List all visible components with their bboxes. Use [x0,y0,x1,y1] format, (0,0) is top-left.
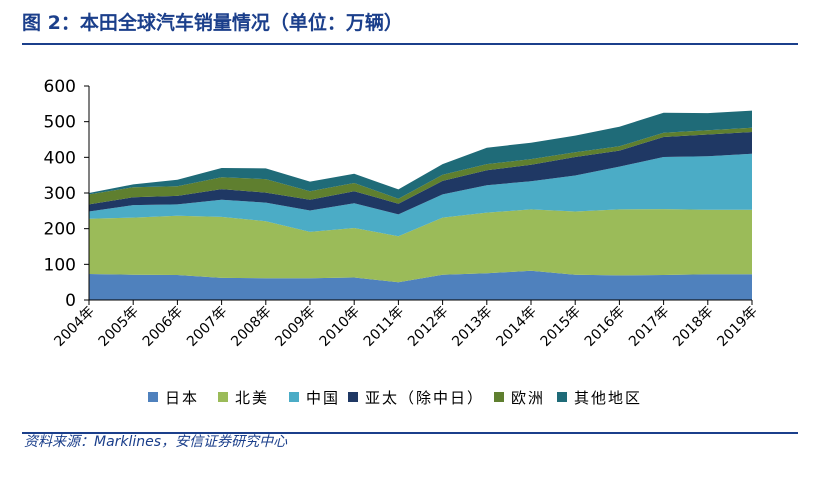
x-tick-label: 2011年 [361,304,407,350]
x-tick-label: 2007年 [184,304,230,350]
x-tick-label: 2009年 [272,304,318,350]
source-rule [22,432,798,434]
area-series-group [89,110,752,300]
y-tick-label: 200 [44,220,76,240]
y-tick-label: 0 [65,291,76,311]
x-tick-label: 2019年 [714,304,760,350]
legend-item-0: 日本 [148,389,199,407]
y-tick-label: 400 [44,148,76,168]
area-series-3 [89,132,752,215]
x-tick-label: 2015年 [538,304,584,350]
legend-swatch [348,392,358,402]
legend-item-3: 亚太（除中日） [348,389,484,407]
legend-label: 其他地区 [574,389,642,407]
area-series-5 [89,110,752,199]
x-tick-label: 2013年 [449,304,495,350]
legend-swatch [218,392,228,402]
stacked-area-chart: 0 100 200 300 400 500 600 2004年2005年2006年2007年… [44,77,761,407]
legend: 日本 北美 中国 亚太（除中日） 欧洲 其他地区 [148,389,642,407]
y-tick-label: 500 [44,113,76,133]
area-series-1 [89,209,752,283]
legend-label: 欧洲 [511,389,545,407]
legend-label: 中国 [306,389,340,407]
legend-swatch [494,392,504,402]
x-tick-label: 2018年 [670,304,716,350]
legend-item-4: 欧洲 [494,389,545,407]
legend-swatch [557,392,567,402]
y-tick-label: 100 [44,255,76,275]
legend-swatch [148,392,158,402]
area-series-4 [89,127,752,205]
x-tick-label: 2006年 [140,304,186,350]
x-tick-label: 2014年 [493,304,539,350]
y-tick-label: 300 [44,184,76,204]
title-rule [22,43,798,45]
area-series-2 [89,153,752,237]
figure-title: 图 2：本田全球汽车销量情况（单位：万辆） [22,12,403,34]
x-tick-label: 2012年 [405,304,451,350]
legend-swatch [289,392,299,402]
x-axis: 2004年2005年2006年2007年2008年2009年2010年2011年… [51,299,761,350]
x-tick-label: 2005年 [96,304,142,350]
legend-item-5: 其他地区 [557,389,642,407]
x-tick-label: 2010年 [317,304,363,350]
y-tick-label: 600 [44,77,76,97]
legend-label: 亚太（除中日） [365,389,484,407]
x-tick-label: 2017年 [626,304,672,350]
x-tick-label: 2008年 [228,304,274,350]
legend-item-2: 中国 [289,389,340,407]
legend-label: 日本 [165,389,199,407]
y-axis: 0 100 200 300 400 500 600 [44,77,90,311]
x-tick-label: 2016年 [582,304,628,350]
legend-label: 北美 [235,389,269,407]
source-note: 资料来源：Marklines，安信证券研究中心 [24,434,288,450]
legend-item-1: 北美 [218,389,269,407]
area-series-0 [89,270,752,300]
